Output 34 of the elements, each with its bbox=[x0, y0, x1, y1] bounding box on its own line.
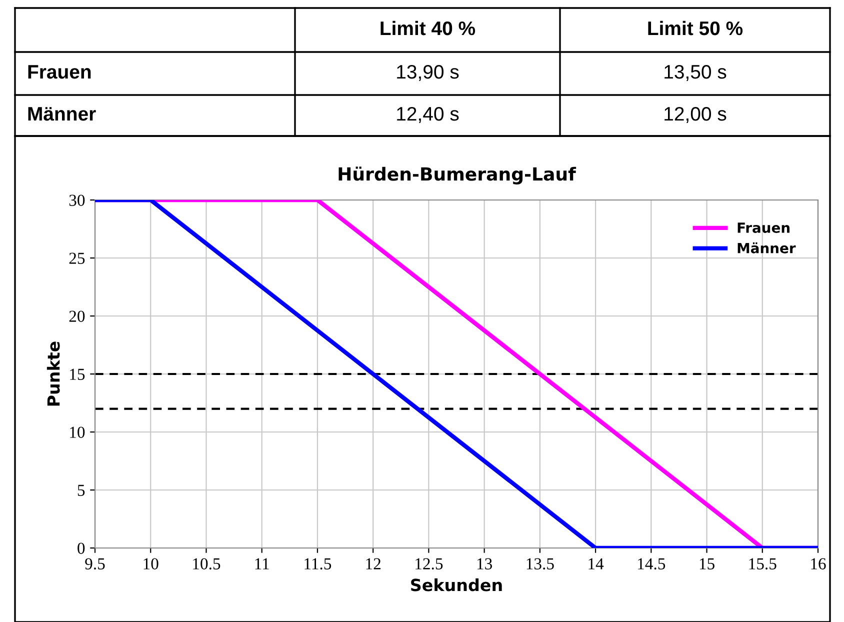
x-tick-label: 9.5 bbox=[85, 558, 105, 570]
x-tick-label: 10.5 bbox=[193, 558, 220, 570]
chart-title: Hürden-Bumerang-Lauf bbox=[338, 166, 576, 184]
x-tick-label: 14.5 bbox=[638, 558, 666, 570]
x-tick-label: 14 bbox=[588, 558, 604, 570]
y-axis-title: Punkte bbox=[46, 342, 60, 406]
x-tick-label: 10 bbox=[144, 558, 158, 570]
text: Frauen bbox=[28, 65, 91, 79]
legend-label: Männer bbox=[738, 242, 796, 254]
text: 13,90 s bbox=[397, 64, 459, 82]
x-tick-label: 15.5 bbox=[749, 558, 776, 570]
y-tick-label: 20 bbox=[69, 310, 85, 322]
x-tick-label: 11.5 bbox=[304, 558, 332, 570]
text: 12,40 s bbox=[397, 106, 459, 124]
x-tick-label: 12 bbox=[366, 558, 380, 570]
x-tick-label: 12.5 bbox=[416, 558, 443, 570]
y-tick-label: 15 bbox=[70, 368, 85, 380]
legend-label: Frauen bbox=[738, 222, 790, 233]
x-tick-label: 11 bbox=[255, 558, 269, 570]
y-tick-label: 10 bbox=[70, 426, 85, 438]
y-tick-label: 25 bbox=[69, 252, 85, 264]
y-tick-label: 5 bbox=[78, 484, 85, 496]
y-tick-label: 30 bbox=[69, 194, 85, 206]
text: Männer bbox=[28, 107, 96, 121]
x-tick-label: 13 bbox=[477, 558, 492, 570]
x-tick-label: 16 bbox=[811, 558, 826, 570]
text: Limit 40 % bbox=[380, 20, 476, 36]
x-axis-title: Sekunden bbox=[411, 578, 502, 592]
text: Limit 50 % bbox=[648, 20, 743, 36]
x-tick-label: 13.5 bbox=[526, 558, 554, 570]
text: 12,00 s bbox=[664, 106, 726, 124]
x-tick-label: 15 bbox=[700, 558, 714, 570]
text: 13,50 s bbox=[664, 64, 726, 82]
y-tick-label: 0 bbox=[78, 542, 85, 554]
